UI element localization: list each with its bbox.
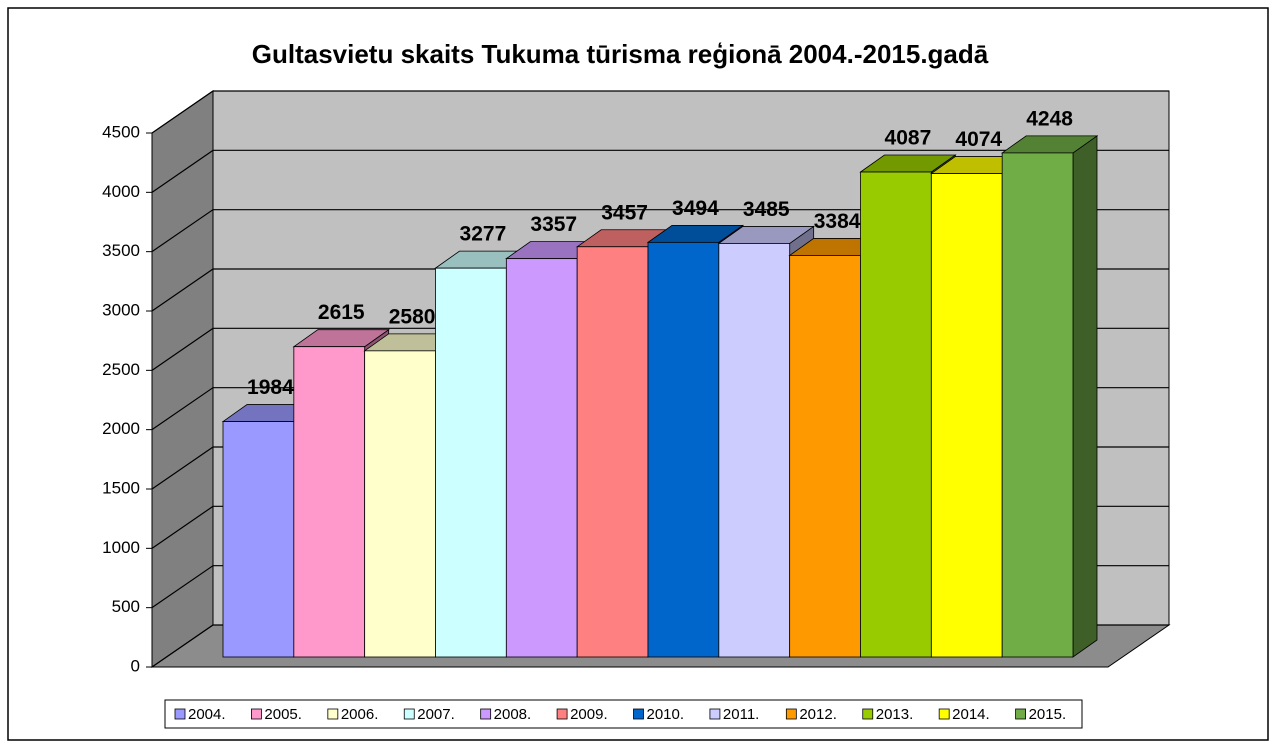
legend-label: 2007. [417,706,455,723]
legend-swatch [862,708,874,720]
legend-swatch [556,708,568,720]
value-label: 3457 [601,201,648,224]
legend-label: 2015. [1029,706,1067,723]
legend-label: 2011. [723,706,759,723]
bar-front [576,246,649,658]
y-tick-label: 1000 [102,538,140,557]
value-label: 2615 [318,301,365,324]
bar-front [718,243,791,658]
bar-front [222,421,295,658]
y-tick-label: 0 [131,656,140,675]
value-label: 3485 [743,198,790,221]
value-label: 4087 [885,127,932,150]
value-label: 4074 [955,128,1002,151]
legend-label: 2013. [876,706,914,723]
bar [1000,135,1099,658]
legend-label: 2006. [341,706,379,723]
bar-front [930,173,1003,658]
bar-front [789,255,861,658]
chart-title: Gultasvietu skaits Tukuma tūrisma reģion… [252,39,989,69]
y-tick-label: 500 [112,597,140,616]
bar-front [364,350,436,658]
legend-swatch [327,708,339,720]
legend-swatch [938,708,950,720]
plot: 1984 2615 2580 3277 3357 3457 3494 3485 3384 4087… [221,107,1099,658]
legend-swatch [480,708,492,720]
bar-side [1072,135,1098,658]
legend-swatch [709,708,721,720]
bar-front [293,346,366,658]
value-label: 1984 [247,376,294,399]
legend-label: 2014. [952,706,990,723]
legend-swatch [785,708,797,720]
grid-line [151,209,1169,253]
value-label: 3384 [814,210,861,233]
side-wall [151,90,214,668]
y-tick-label: 4500 [102,122,140,141]
bar-front [860,171,932,658]
y-tick-label: 4000 [102,182,140,201]
y-tick-label: 1500 [102,478,140,497]
legend-box [164,699,1083,729]
value-label: 3277 [460,223,507,246]
bar-front [505,258,578,658]
value-label: 3494 [672,197,719,220]
legend-swatch [174,708,186,720]
value-label: 4248 [1026,107,1073,130]
value-label: 2580 [389,305,436,328]
value-label: 3357 [530,213,577,236]
legend-label: 2004. [188,706,226,723]
y-tick-label: 2000 [102,419,140,438]
legend: 2004. 2005. 2006. 2007. 2008. 2009. 2010. 2011.… [174,706,1067,723]
y-tick-label: 3000 [102,300,140,319]
grid-line [151,149,1169,193]
y-tick-label: 3500 [102,241,140,260]
legend-label: 2005. [264,706,302,723]
bar-front [435,267,507,658]
legend-label: 2009. [570,706,608,723]
legend-swatch [633,708,644,720]
grid-line [151,90,1169,134]
legend-label: 2010. [647,706,685,723]
bar-front [647,241,720,658]
legend-swatch [403,708,415,720]
legend-label: 2012. [799,706,837,723]
bar-front [1001,152,1074,658]
legend-swatch [251,708,262,720]
y-tick-label: 2500 [102,360,140,379]
legend-label: 2008. [494,706,532,723]
legend-swatch [1015,708,1026,720]
